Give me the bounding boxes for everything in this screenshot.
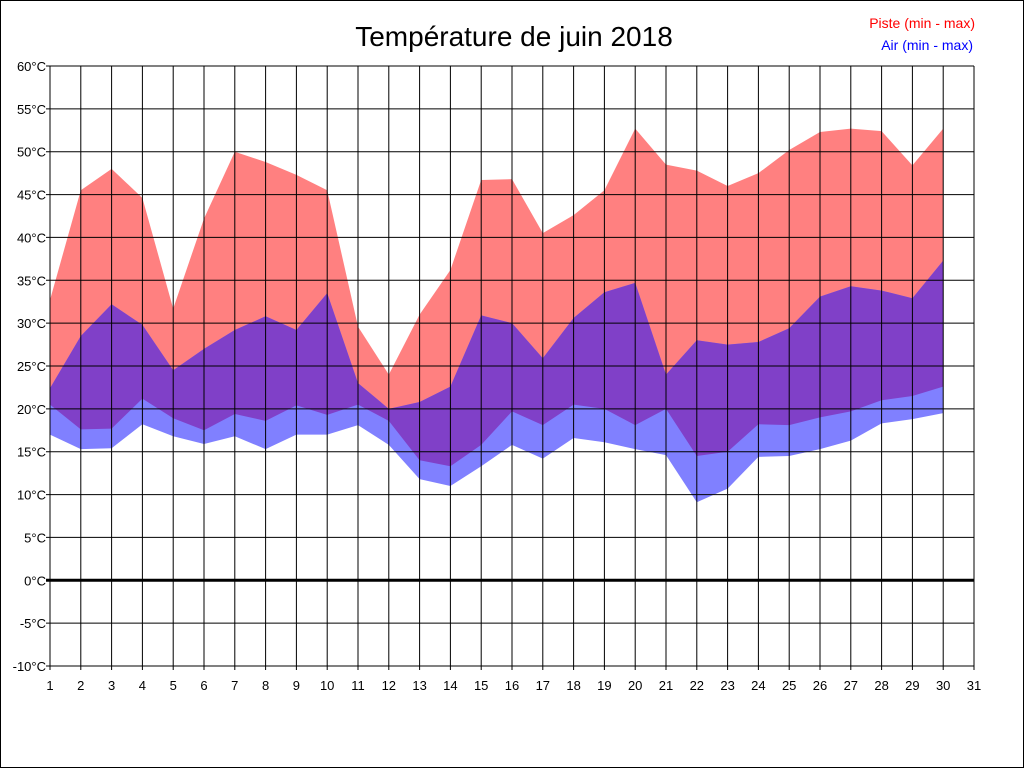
x-tick-label: 19 bbox=[597, 678, 611, 693]
x-tick-label: 18 bbox=[566, 678, 580, 693]
x-tick-label: 29 bbox=[905, 678, 919, 693]
x-tick-label: 26 bbox=[813, 678, 827, 693]
x-tick-label: 12 bbox=[382, 678, 396, 693]
y-tick-label: 20°C bbox=[17, 402, 46, 417]
overlap-band bbox=[50, 260, 944, 467]
x-tick-label: 23 bbox=[720, 678, 734, 693]
x-tick-label: 10 bbox=[320, 678, 334, 693]
x-tick-label: 2 bbox=[77, 678, 84, 693]
x-tick-label: 27 bbox=[844, 678, 858, 693]
y-tick-label: 5°C bbox=[24, 530, 46, 545]
x-tick-label: 17 bbox=[536, 678, 550, 693]
y-tick-label: 55°C bbox=[17, 102, 46, 117]
x-tick-label: 9 bbox=[293, 678, 300, 693]
x-tick-label: 20 bbox=[628, 678, 642, 693]
x-tick-label: 30 bbox=[936, 678, 950, 693]
chart-title: Température de juin 2018 bbox=[355, 21, 673, 52]
x-tick-label: 11 bbox=[351, 678, 365, 693]
x-tick-label: 14 bbox=[443, 678, 457, 693]
y-tick-label: 35°C bbox=[17, 273, 46, 288]
y-tick-label: 45°C bbox=[17, 188, 46, 203]
y-tick-label: 10°C bbox=[17, 488, 46, 503]
x-tick-label: 13 bbox=[412, 678, 426, 693]
x-tick-label: 25 bbox=[782, 678, 796, 693]
x-tick-label: 5 bbox=[170, 678, 177, 693]
y-tick-label: 50°C bbox=[17, 145, 46, 160]
y-tick-label: 30°C bbox=[17, 316, 46, 331]
x-tick-label: 31 bbox=[967, 678, 981, 693]
x-tick-label: 28 bbox=[874, 678, 888, 693]
y-tick-label: 60°C bbox=[17, 59, 46, 74]
legend-air: Air (min - max) bbox=[881, 37, 973, 53]
x-tick-label: 22 bbox=[690, 678, 704, 693]
y-tick-label: 15°C bbox=[17, 445, 46, 460]
x-tick-label: 1 bbox=[46, 678, 53, 693]
x-tick-label: 4 bbox=[139, 678, 146, 693]
x-tick-label: 8 bbox=[262, 678, 269, 693]
x-tick-label: 15 bbox=[474, 678, 488, 693]
legend-piste: Piste (min - max) bbox=[869, 15, 975, 31]
x-tick-label: 3 bbox=[108, 678, 115, 693]
x-tick-label: 7 bbox=[231, 678, 238, 693]
y-tick-label: 40°C bbox=[17, 230, 46, 245]
x-tick-label: 16 bbox=[505, 678, 519, 693]
y-tick-label: -10°C bbox=[13, 659, 46, 674]
y-tick-label: -5°C bbox=[20, 616, 46, 631]
x-tick-label: 24 bbox=[751, 678, 765, 693]
y-tick-label: 25°C bbox=[17, 359, 46, 374]
x-tick-label: 21 bbox=[659, 678, 673, 693]
x-tick-label: 6 bbox=[200, 678, 207, 693]
y-tick-label: 0°C bbox=[24, 573, 46, 588]
